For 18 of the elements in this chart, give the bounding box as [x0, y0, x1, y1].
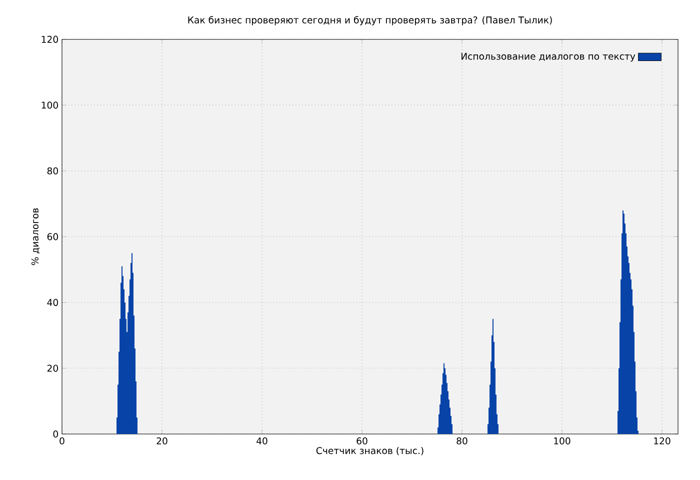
y-tick-label: 80	[47, 167, 58, 174]
legend-label: Использование диалогов по тексту	[462, 52, 636, 62]
chart-title: Как бизнес проверяют сегодня и будут проверять завтра? (Павел Тылик)	[188, 16, 552, 26]
x-tick-label: 20	[156, 437, 168, 444]
x-tick-label: 40	[256, 437, 268, 444]
x-tick-label: 100	[554, 437, 570, 444]
y-tick-label: 40	[47, 298, 58, 306]
y-tick-label: 100	[42, 102, 58, 109]
y-axis-title: % диалогов	[31, 208, 40, 266]
x-tick-label: 120	[654, 437, 670, 444]
x-tick-label: 60	[356, 437, 368, 444]
x-axis-title: Счетчик знаков (тыс.)	[316, 446, 424, 456]
y-tick-label: 0	[53, 430, 58, 438]
x-tick-label: 80	[456, 437, 468, 444]
y-tick-label: 20	[47, 364, 58, 372]
x-tick-label: 0	[60, 437, 64, 444]
y-tick-label: 120	[42, 36, 58, 43]
y-tick-label: 60	[47, 233, 58, 240]
